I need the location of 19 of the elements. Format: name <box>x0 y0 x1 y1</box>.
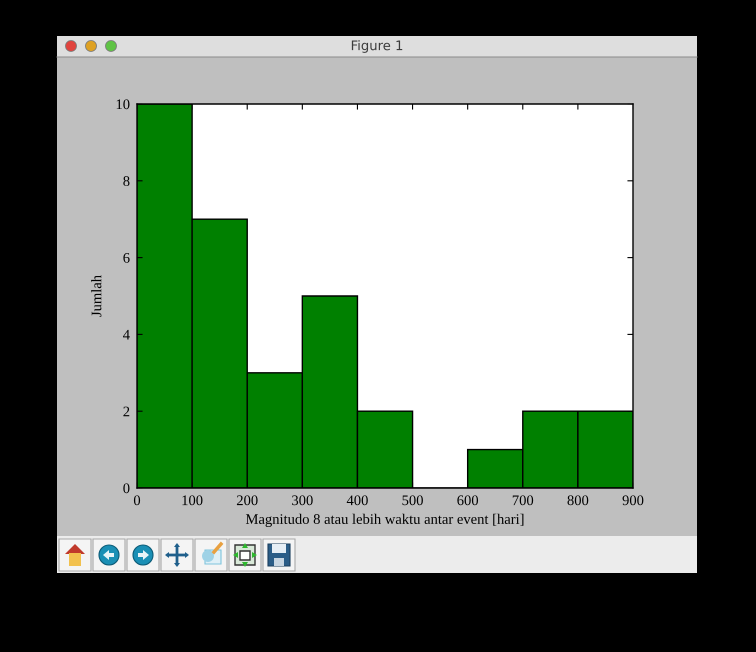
y-tick-label: 2 <box>123 406 130 416</box>
x-tick-label: 600 <box>457 495 478 506</box>
y-tick-label: 8 <box>123 176 130 186</box>
y-tick-label: 10 <box>116 99 130 110</box>
x-tick-label: 900 <box>622 495 644 506</box>
x-tick-label: 800 <box>568 495 588 506</box>
x-tick-label: 200 <box>236 495 258 506</box>
x-axis-title: Magnitudo 8 atau lebih waktu antar event [hari] <box>246 514 524 527</box>
x-tick-label: 0 <box>134 495 140 506</box>
y-axis-title: Jumlah <box>91 275 102 317</box>
x-tick-label: 300 <box>292 495 313 506</box>
x-tick-label: 100 <box>182 495 202 506</box>
y-tick-label: 4 <box>123 330 130 340</box>
y-tick-label: 0 <box>123 483 130 494</box>
x-tick-label: 500 <box>402 495 423 506</box>
chart-title: Figure 1 <box>352 40 402 53</box>
x-tick-label: 700 <box>512 495 534 506</box>
x-tick-label: 400 <box>346 495 368 506</box>
y-tick-label: 6 <box>123 253 130 263</box>
